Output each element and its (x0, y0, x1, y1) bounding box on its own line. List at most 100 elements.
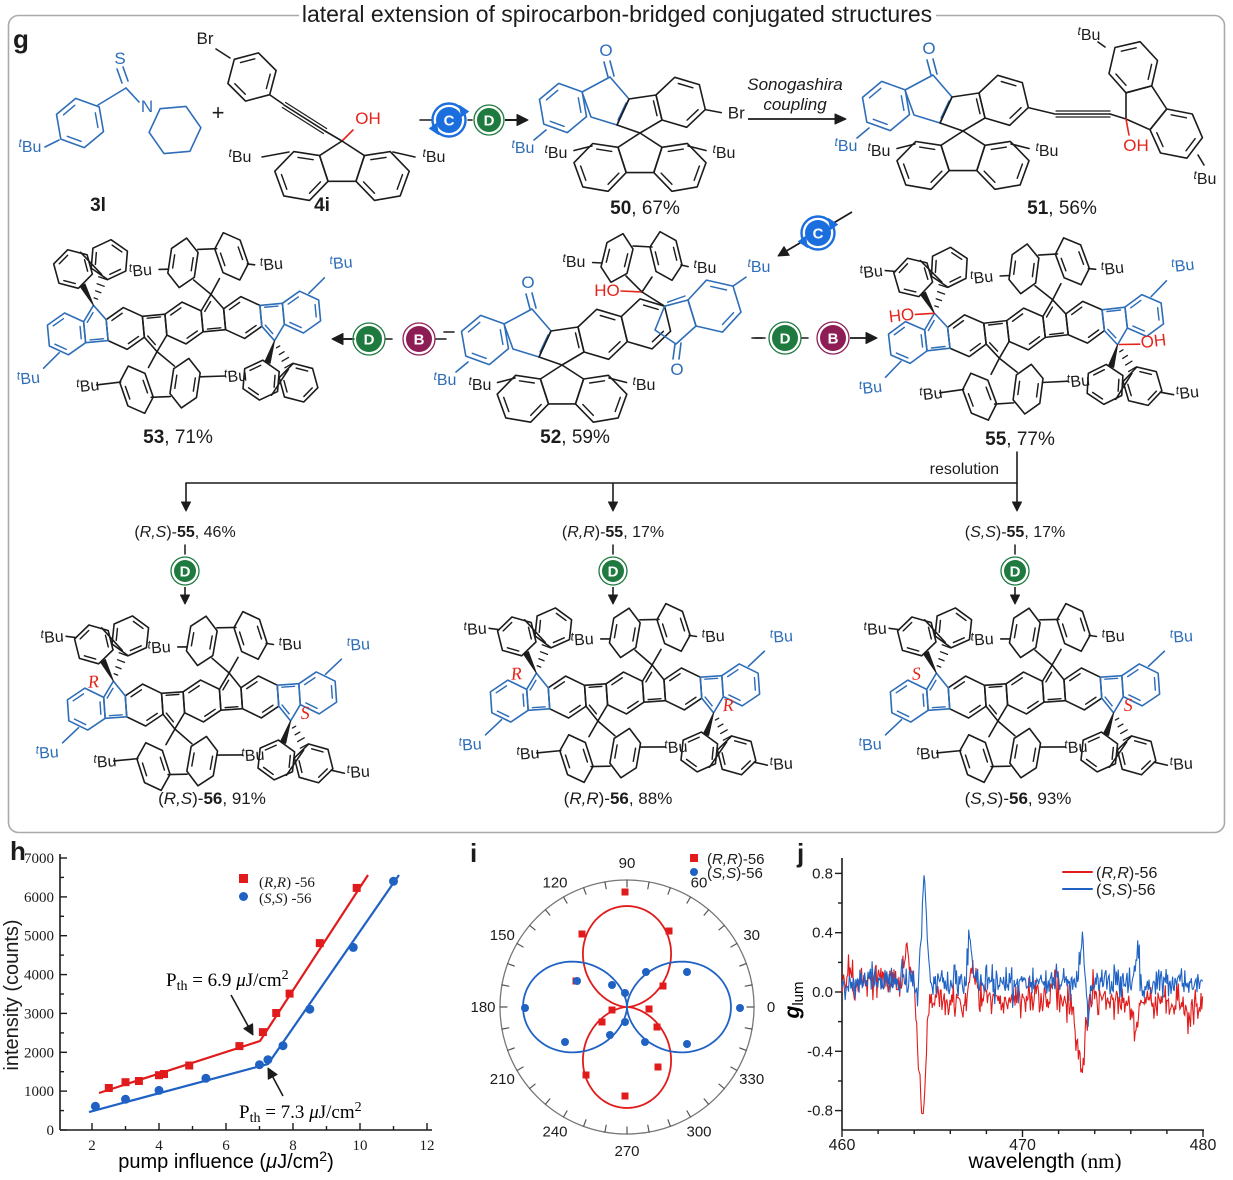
svg-text:6: 6 (222, 1138, 230, 1154)
svg-text:j: j (796, 838, 804, 868)
svg-text:pump influence (μJ/cm2): pump influence (μJ/cm2) (118, 1148, 334, 1173)
svg-text:tBu: tBu (858, 733, 882, 755)
svg-text:tBu: tBu (434, 369, 457, 389)
svg-text:tBu: tBu (1101, 625, 1125, 647)
svg-text:Br: Br (197, 29, 214, 48)
svg-text:g: g (13, 24, 29, 54)
svg-text:OH: OH (1140, 330, 1167, 352)
svg-text:O: O (521, 273, 534, 292)
svg-text:0: 0 (47, 1123, 55, 1139)
svg-text:R: R (509, 663, 522, 684)
svg-text:2000: 2000 (24, 1045, 54, 1061)
svg-text:150: 150 (490, 927, 515, 944)
svg-text:480: 480 (1190, 1137, 1217, 1154)
svg-text:tBu: tBu (748, 256, 771, 276)
svg-text:B: B (414, 332, 425, 349)
svg-text:tBu: tBu (19, 136, 42, 156)
svg-text:4i: 4i (314, 195, 330, 216)
svg-text:tBu: tBu (769, 752, 793, 774)
svg-text:glum: glum (781, 982, 807, 1020)
svg-text:tBu: tBu (969, 265, 994, 287)
svg-text:tBu: tBu (93, 750, 117, 772)
svg-text:tBu: tBu (859, 260, 884, 282)
svg-text:0.0: 0.0 (812, 984, 833, 1001)
svg-text:210: 210 (490, 1071, 515, 1088)
svg-text:tBu: tBu (1194, 168, 1217, 188)
svg-text:-0.8: -0.8 (807, 1103, 833, 1120)
svg-text:tBu: tBu (1169, 752, 1193, 774)
svg-text:7000: 7000 (24, 851, 54, 867)
svg-text:tBu: tBu (1170, 254, 1195, 276)
svg-text:(R,R)-56: (R,R)-56 (1096, 865, 1157, 882)
svg-text:tBu: tBu (35, 741, 59, 763)
svg-text:8: 8 (289, 1138, 297, 1154)
svg-text:tBu: tBu (147, 636, 171, 658)
svg-text:tBu: tBu (863, 618, 887, 640)
svg-text:coupling: coupling (763, 95, 827, 114)
svg-text:(R,R)-56, 88%: (R,R)-56, 88% (564, 789, 673, 808)
svg-text:resolution: resolution (930, 461, 999, 478)
svg-text:(S,S) -56: (S,S) -56 (259, 891, 312, 907)
svg-text:O: O (670, 360, 683, 379)
svg-text:(S,S)-56: (S,S)-56 (707, 865, 763, 882)
svg-text:tBu: tBu (1066, 369, 1091, 391)
svg-text:3l: 3l (90, 195, 106, 216)
svg-text:6000: 6000 (24, 890, 54, 906)
svg-text:D: D (484, 113, 495, 130)
svg-text:S: S (1123, 695, 1133, 716)
svg-text:tBu: tBu (278, 633, 302, 655)
svg-text:C: C (813, 226, 824, 243)
svg-text:lateral extension of spirocarb: lateral extension of spirocarbon-bridged… (302, 1, 932, 27)
svg-text:tBu: tBu (769, 625, 793, 647)
svg-text:tBu: tBu (128, 259, 153, 281)
svg-text:tBu: tBu (40, 626, 64, 648)
svg-text:S: S (114, 49, 125, 68)
svg-text:OH: OH (1123, 136, 1149, 155)
svg-text:30: 30 (743, 927, 760, 944)
svg-text:(S,S)-56: (S,S)-56 (1096, 882, 1156, 899)
svg-text:tBu: tBu (346, 760, 370, 782)
svg-text:OH: OH (355, 109, 381, 128)
svg-text:S: S (911, 663, 921, 684)
svg-text:0.4: 0.4 (812, 925, 833, 942)
svg-text:tBu: tBu (1036, 140, 1059, 160)
svg-text:D: D (780, 331, 791, 348)
svg-text:+: + (212, 100, 225, 125)
svg-text:tBu: tBu (463, 618, 487, 640)
svg-text:270: 270 (614, 1143, 639, 1160)
svg-text:120: 120 (542, 874, 567, 891)
svg-text:D: D (180, 564, 191, 581)
svg-text:460: 460 (829, 1137, 856, 1154)
svg-text:tBu: tBu (329, 251, 354, 273)
svg-text:tBu: tBu (701, 625, 725, 647)
svg-text:Sonogashira: Sonogashira (747, 75, 842, 94)
svg-text:470: 470 (1009, 1137, 1036, 1154)
svg-text:(R,R) -56: (R,R) -56 (259, 875, 315, 891)
svg-text:0.8: 0.8 (812, 865, 833, 882)
svg-text:R: R (86, 671, 99, 692)
svg-text:O: O (922, 39, 935, 58)
svg-text:240: 240 (542, 1124, 567, 1141)
svg-text:10: 10 (353, 1138, 368, 1154)
svg-text:S: S (300, 703, 310, 724)
svg-text:tBu: tBu (516, 742, 540, 764)
svg-text:330: 330 (739, 1071, 764, 1088)
svg-text:tBu: tBu (229, 146, 252, 166)
svg-text:(R,R)-56: (R,R)-56 (707, 851, 765, 868)
svg-text:intensity (counts): intensity (counts) (1, 919, 23, 1070)
svg-text:tBu: tBu (570, 628, 594, 650)
svg-text:tBu: tBu (1100, 257, 1125, 279)
svg-text:Br: Br (728, 104, 745, 123)
svg-text:-0.4: -0.4 (807, 1043, 833, 1060)
svg-text:5000: 5000 (24, 929, 54, 945)
svg-text:D: D (1010, 564, 1021, 581)
svg-text:tBu: tBu (1169, 625, 1193, 647)
svg-text:R: R (721, 694, 734, 715)
svg-text:tBu: tBu (858, 376, 883, 398)
svg-text:tBu: tBu (458, 733, 482, 755)
svg-text:12: 12 (420, 1138, 435, 1154)
svg-text:2: 2 (88, 1138, 96, 1154)
svg-text:D: D (608, 564, 619, 581)
svg-text:tBu: tBu (1078, 24, 1101, 44)
svg-text:N: N (141, 97, 153, 116)
